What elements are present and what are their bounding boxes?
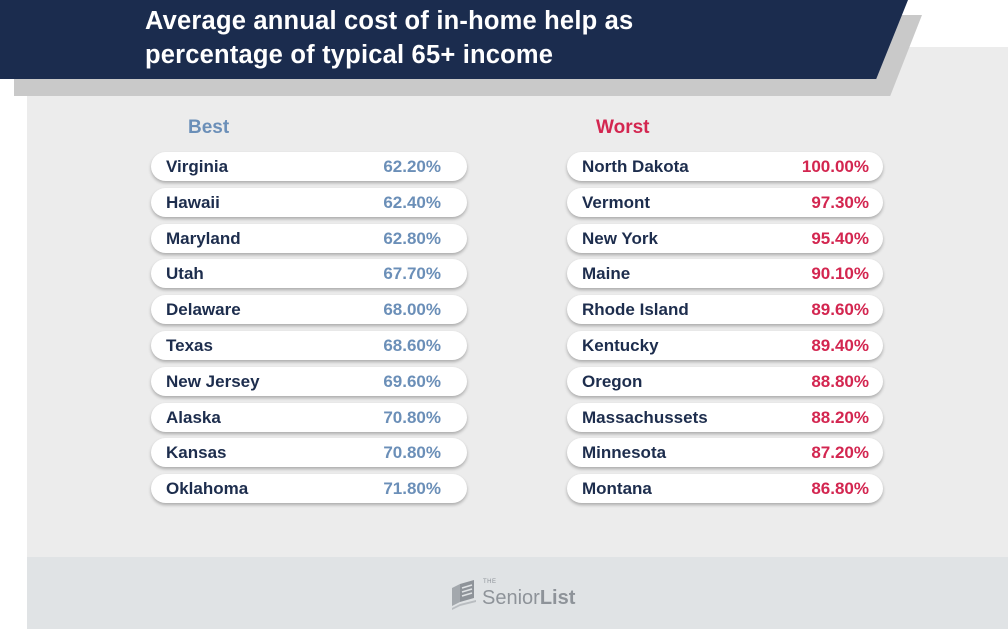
state-value: 62.40% <box>383 192 441 212</box>
state-value: 95.40% <box>811 228 869 248</box>
state-name: Minnesota <box>582 443 667 463</box>
state-value: 68.60% <box>383 335 441 355</box>
title-line-1: Average annual cost of in-home help as <box>145 7 634 35</box>
state-name: Maine <box>582 264 631 284</box>
state-value: 67.70% <box>383 264 441 284</box>
state-name: Virginia <box>166 157 229 176</box>
state-value: 62.20% <box>383 157 441 176</box>
worst-list: North Dakota 100.00% Vermont 97.30% New York… <box>567 152 883 510</box>
logo-the: THE <box>483 579 497 585</box>
table-row: Kentucky 89.40% <box>567 330 883 360</box>
state-name: North Dakota <box>582 157 689 176</box>
state-name: New Jersey <box>166 371 260 391</box>
state-value: 71.80% <box>383 479 441 499</box>
state-value: 87.20% <box>811 443 869 463</box>
chart-title: Average annual cost of in-home help as p… <box>145 4 845 72</box>
table-row: Vermont 97.30% <box>567 187 883 217</box>
table-row: Virginia 62.20% <box>151 152 467 181</box>
state-name: Oklahoma <box>166 479 249 499</box>
table-row: Alaska 70.80% <box>151 402 467 432</box>
table-row: Hawaii 62.40% <box>151 187 467 217</box>
logo-text: SeniorList <box>482 587 575 610</box>
state-value: 88.20% <box>811 407 869 427</box>
logo-senior: Senior <box>482 587 540 609</box>
state-value: 62.80% <box>383 228 441 248</box>
state-name: Texas <box>166 335 213 355</box>
best-list: Virginia 62.20% Hawaii 62.40% Maryland 62.80%… <box>151 152 467 510</box>
table-row: New Jersey 69.60% <box>151 366 467 396</box>
table-row: Montana 86.80% <box>567 474 883 504</box>
state-name: New York <box>582 228 658 248</box>
table-row: North Dakota 100.00% <box>567 152 883 181</box>
state-name: Kentucky <box>582 335 659 355</box>
table-row: Maryland 62.80% <box>151 223 467 253</box>
logo-list: List <box>539 587 576 609</box>
table-row: Maine 90.10% <box>567 259 883 289</box>
state-value: 70.80% <box>383 443 441 463</box>
header-banner <box>0 0 908 79</box>
table-row: Massachussets 88.20% <box>567 402 883 432</box>
table-row: Kansas 70.80% <box>151 438 467 468</box>
state-name: Hawaii <box>166 192 220 212</box>
worst-heading: Worst <box>596 117 650 138</box>
state-value: 69.60% <box>383 371 441 391</box>
state-value: 86.80% <box>811 479 869 499</box>
state-name: Utah <box>166 264 204 284</box>
title-line-2: percentage of typical 65+ income <box>145 41 554 69</box>
book-icon <box>452 580 476 610</box>
table-row: Utah 67.70% <box>151 259 467 289</box>
table-row: Minnesota 87.20% <box>567 438 883 468</box>
state-value: 88.80% <box>811 371 869 391</box>
state-name: Alaska <box>166 407 221 427</box>
state-name: Montana <box>582 479 652 499</box>
state-value: 89.40% <box>811 335 869 355</box>
state-value: 89.60% <box>811 300 869 320</box>
state-name: Delaware <box>166 300 241 320</box>
state-value: 68.00% <box>383 300 441 320</box>
state-name: Vermont <box>582 192 651 212</box>
state-name: Maryland <box>166 228 241 248</box>
best-heading: Best <box>188 117 230 138</box>
state-value: 100.00% <box>801 157 869 176</box>
state-name: Rhode Island <box>582 300 689 320</box>
state-value: 97.30% <box>811 192 869 212</box>
table-row: Oregon 88.80% <box>567 366 883 396</box>
table-row: Rhode Island 89.60% <box>567 295 883 325</box>
footer-band <box>27 557 1008 629</box>
seniorlist-logo: THE SeniorList <box>450 578 600 610</box>
table-row: Oklahoma 71.80% <box>151 474 467 504</box>
table-row: Delaware 68.00% <box>151 295 467 325</box>
table-row: New York 95.40% <box>567 223 883 253</box>
state-name: Massachussets <box>582 407 708 427</box>
state-name: Kansas <box>166 443 227 463</box>
state-value: 90.10% <box>811 264 869 284</box>
state-name: Oregon <box>582 371 643 391</box>
table-row: Texas 68.60% <box>151 330 467 360</box>
state-value: 70.80% <box>383 407 441 427</box>
